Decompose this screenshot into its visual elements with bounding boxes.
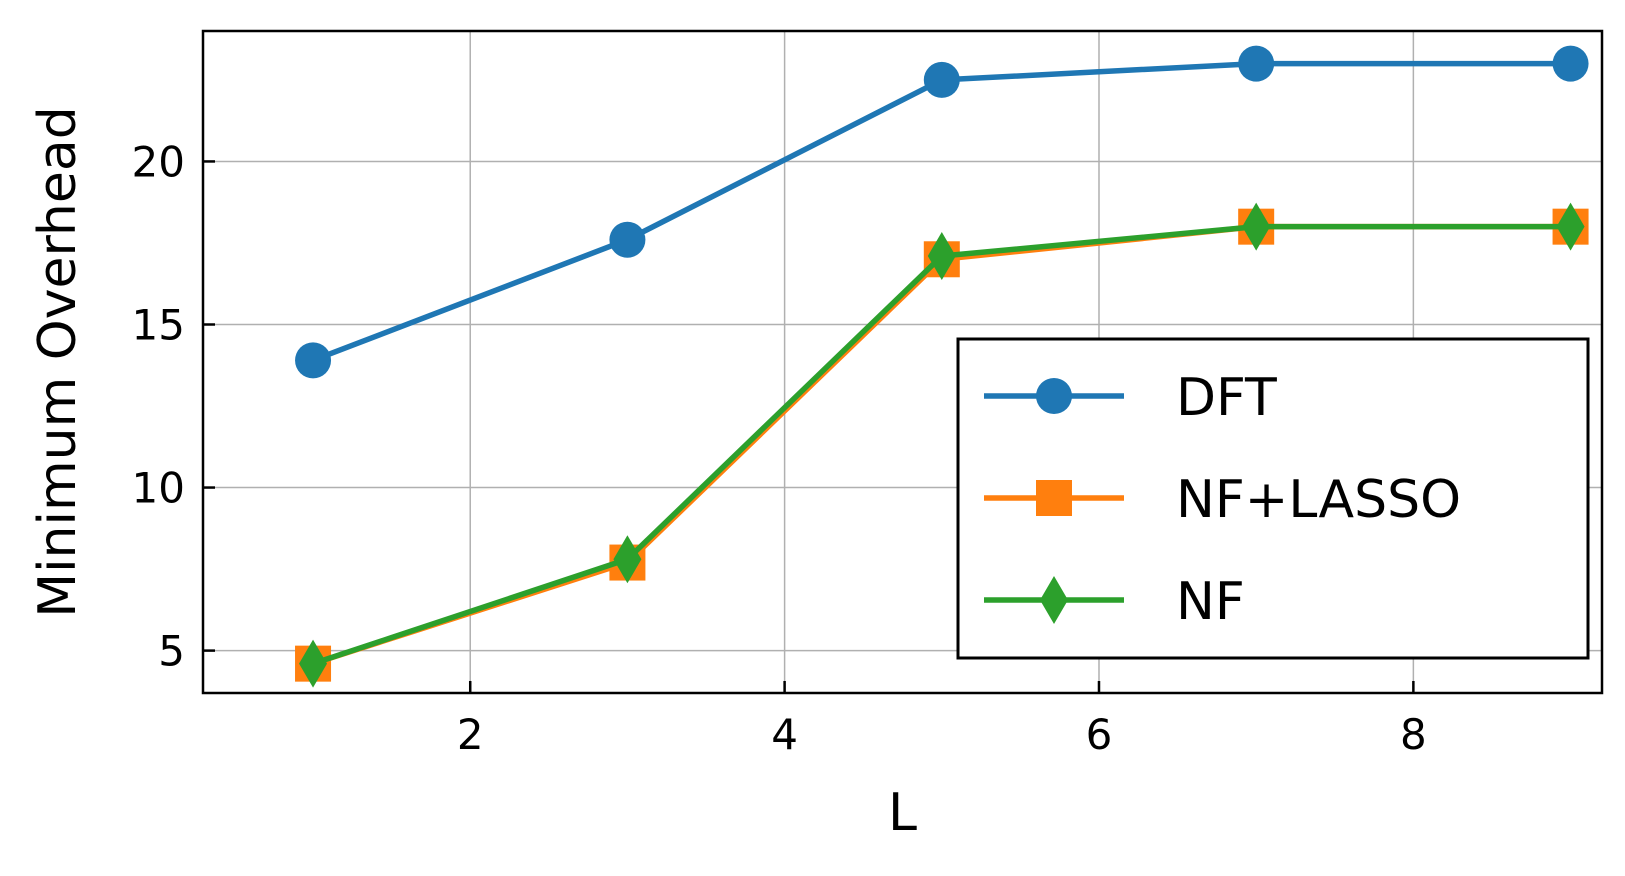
y-tick-label: 20 xyxy=(132,137,185,186)
data-point-nf xyxy=(613,535,642,584)
plot-series xyxy=(295,45,1589,688)
data-point-dft xyxy=(1552,45,1589,82)
x-tick-label: 2 xyxy=(457,710,484,759)
plot-frame xyxy=(201,29,1604,695)
y-tick-label: 5 xyxy=(158,627,185,676)
x-tick-label: 4 xyxy=(771,710,798,759)
grid-lines xyxy=(203,31,1602,693)
y-tick-label: 15 xyxy=(132,300,185,349)
legend-marker-nf xyxy=(1040,576,1068,624)
y-tick-label: 10 xyxy=(132,464,185,513)
data-point-dft xyxy=(609,221,646,258)
data-point-dft xyxy=(1238,45,1275,82)
data-point-dft xyxy=(923,61,960,98)
legend-entry-nf-lasso: NF+LASSO xyxy=(984,470,1461,530)
legend-label-nf-lasso: NF+LASSO xyxy=(1176,470,1461,530)
series-line-dft xyxy=(312,60,1571,363)
x-axis-title: L xyxy=(888,783,917,843)
legend-entry-nf: NF xyxy=(984,572,1245,632)
legend-marker-dft xyxy=(1036,378,1072,414)
legend-entry-dft: DFT xyxy=(984,368,1277,428)
x-tick-label: 6 xyxy=(1086,710,1113,759)
data-point-dft xyxy=(295,342,332,379)
y-axis-title: Minimum Overhead xyxy=(28,106,88,618)
series-nf xyxy=(299,202,1585,688)
legend-label-dft: DFT xyxy=(1176,368,1277,428)
x-tick-label: 8 xyxy=(1400,710,1427,759)
series-dft xyxy=(295,45,1589,379)
legend-marker-nf-lasso xyxy=(1036,480,1072,516)
data-point-nf xyxy=(1242,202,1271,251)
legend: DFT NF+LASSO NF xyxy=(956,337,1590,660)
data-point-nf xyxy=(927,232,956,281)
data-point-nf xyxy=(299,639,328,688)
axis-ticks: 2 4 6 8 5 10 15 20 xyxy=(132,137,1427,759)
legend-label-nf: NF xyxy=(1176,572,1245,632)
data-point-nf xyxy=(1556,202,1585,251)
